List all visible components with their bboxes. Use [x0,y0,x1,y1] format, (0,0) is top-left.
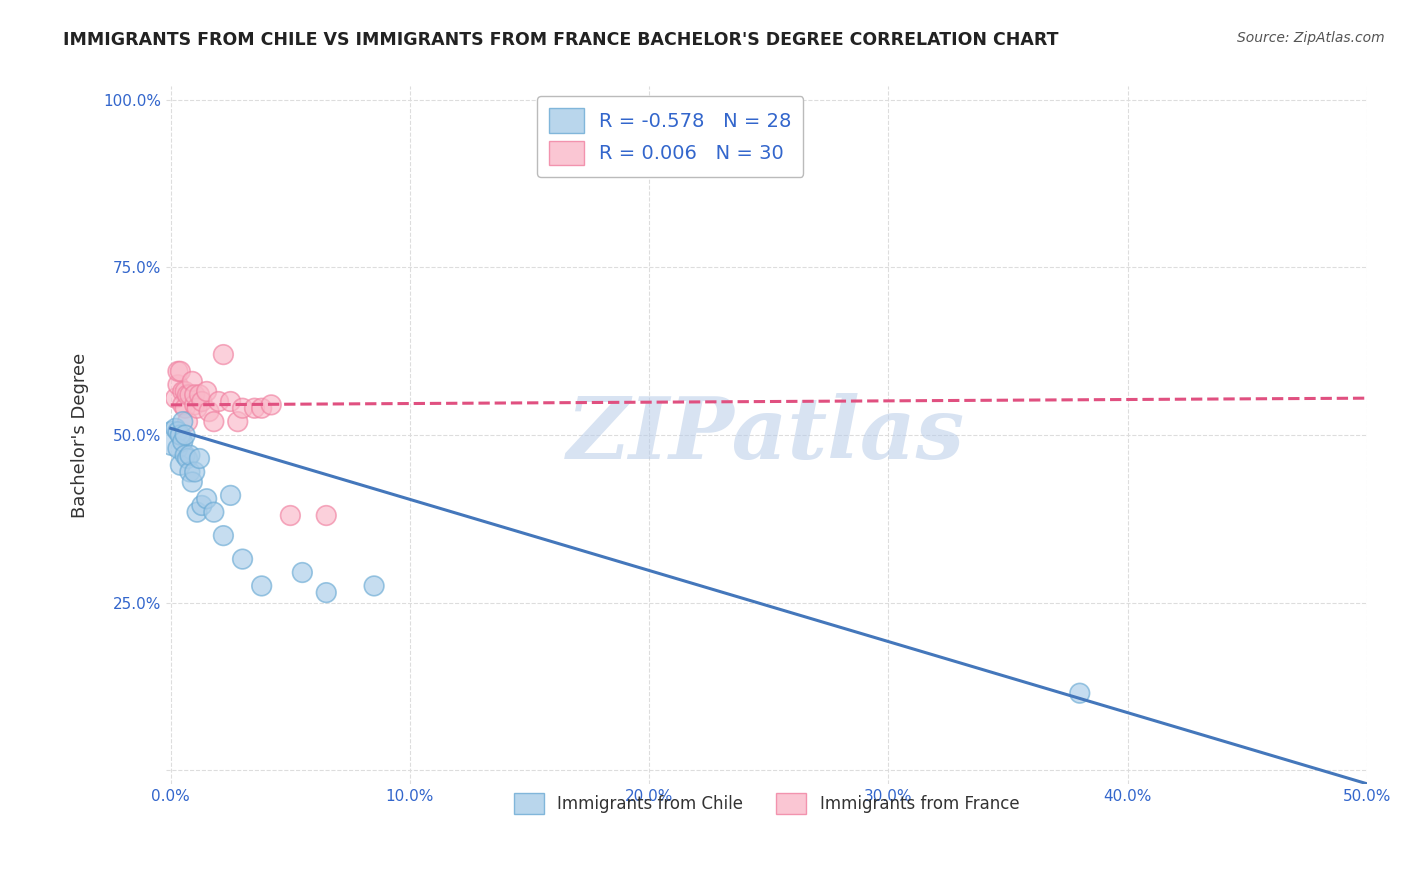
Point [183,388,205,402]
Point [165,421,187,435]
Point [169,428,191,442]
Point [183,398,205,412]
Point [198,404,221,418]
Point [165,391,187,405]
Point [195,491,218,506]
Point [232,401,254,416]
Point [174,428,197,442]
Point [169,364,191,378]
Point [167,377,190,392]
Point [363,579,385,593]
Point [167,364,190,378]
Point [167,425,190,439]
Point [176,415,198,429]
Point [315,508,337,523]
Point [179,465,201,479]
Point [183,465,205,479]
Point [212,528,235,542]
Point [186,505,208,519]
Point [315,585,337,599]
Point [280,508,302,523]
Point [172,415,194,429]
Point [226,415,249,429]
Point [202,415,225,429]
Point [191,499,214,513]
Point [179,448,201,462]
Point [195,384,218,399]
Point [181,375,204,389]
Text: ZIPatlas: ZIPatlas [568,393,966,477]
Point [243,401,266,416]
Point [260,398,283,412]
Point [188,388,211,402]
Point [174,401,197,416]
Point [191,394,214,409]
Text: Source: ZipAtlas.com: Source: ZipAtlas.com [1237,31,1385,45]
Legend: Immigrants from Chile, Immigrants from France: Immigrants from Chile, Immigrants from F… [503,783,1029,824]
Point [176,388,198,402]
Point [291,566,314,580]
Point [179,388,201,402]
Point [232,552,254,566]
Point [181,475,204,489]
Point [172,434,194,449]
Text: IMMIGRANTS FROM CHILE VS IMMIGRANTS FROM FRANCE BACHELOR'S DEGREE CORRELATION CH: IMMIGRANTS FROM CHILE VS IMMIGRANTS FROM… [63,31,1059,49]
Point [188,451,211,466]
Point [172,384,194,399]
Point [167,442,190,456]
Point [169,458,191,473]
Point [172,398,194,412]
Point [219,394,242,409]
Point [212,348,235,362]
Point [207,394,229,409]
Point [219,488,242,502]
Point [176,451,198,466]
Point [174,448,197,462]
Y-axis label: Bachelor's Degree: Bachelor's Degree [72,352,89,517]
Point [162,431,184,445]
Point [202,505,225,519]
Point [250,579,273,593]
Point [174,384,197,399]
Point [1069,686,1091,700]
Point [186,401,208,416]
Point [250,401,273,416]
